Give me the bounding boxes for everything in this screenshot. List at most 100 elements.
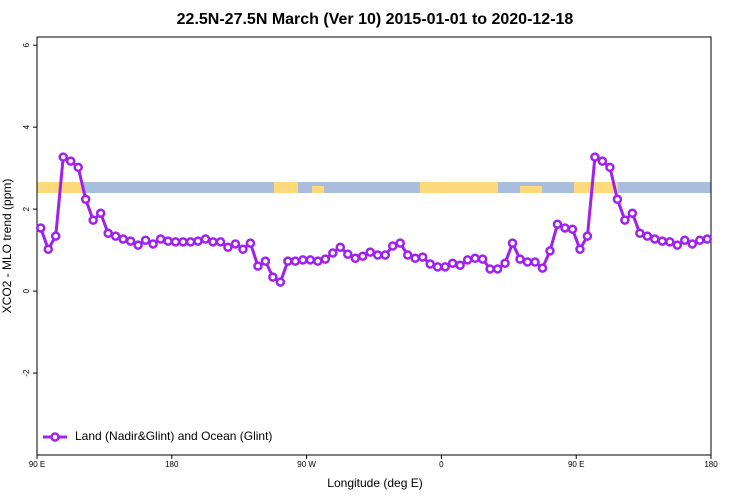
data-point [567,224,578,234]
data-point [253,261,263,271]
data-point [552,219,563,230]
x-axis-label: Longitude (deg E) [327,476,422,490]
data-point [73,162,83,173]
data-point [260,256,271,266]
data-point [215,237,226,247]
data-point [65,156,76,166]
data-point [477,254,488,264]
data-point [440,262,450,272]
y-tick-label: -2 [22,369,31,377]
data-point [387,241,398,251]
land-strip [520,186,542,193]
data-point [170,237,181,247]
data-point [582,231,593,241]
data-point [230,239,241,249]
data-point [605,162,615,173]
data-point [597,156,608,166]
data-point [335,242,346,252]
x-tick-label: 180 [165,460,179,469]
data-point [702,234,713,244]
x-tick-label: 0 [439,460,444,469]
data-point [500,258,510,268]
data-point [118,234,128,244]
data-point [642,231,653,241]
data-point [223,242,233,252]
data-point [275,277,286,287]
data-point [432,262,443,272]
data-point [148,239,158,249]
data-point [365,247,376,257]
data-point [635,228,645,239]
land-strip [574,182,618,193]
data-point [410,253,420,264]
data-point [612,194,623,205]
data-point [110,231,121,241]
data-point [358,251,368,261]
data-point [672,240,683,250]
data-point [462,255,473,265]
data-point [125,236,136,246]
data-point [372,250,383,260]
data-point [343,249,353,259]
ocean-strip [37,182,711,193]
data-point [650,234,660,244]
data-point [320,254,331,264]
data-point [245,238,256,248]
data-point [560,223,570,233]
data-point [268,272,278,282]
data-point [530,257,540,267]
data-point [328,248,338,258]
data-point [620,215,630,225]
y-tick-label: 6 [22,42,31,47]
data-point [155,234,166,244]
data-point [492,264,503,274]
data-point [402,250,413,260]
data-point [455,260,465,271]
y-axis-label: XCO2 - MLO trend (ppm) [0,179,14,314]
legend-marker [50,432,60,442]
data-point [50,231,61,241]
data-point [395,238,405,248]
data-point [35,223,46,233]
data-point [80,194,91,205]
data-point [238,244,248,255]
data-point [290,256,301,266]
data-point [425,259,435,269]
x-tick-label: 90 E [29,460,45,469]
data-point [350,253,361,264]
data-point [695,235,705,246]
data-point [680,235,690,246]
data-point [545,246,555,256]
legend-label: Land (Nadir&Glint) and Ocean (Glint) [75,429,272,443]
data-point [417,252,428,262]
data-point [665,237,675,247]
y-tick-label: 2 [22,206,31,211]
data-point [95,208,106,218]
data-point [380,250,390,260]
land-strip [312,186,324,193]
data-point [193,236,203,246]
x-tick-label: 90 W [297,460,316,469]
data-point [88,215,98,225]
map-strip [37,182,711,193]
data-point [590,152,600,162]
data-point [627,208,638,218]
land-strip [274,182,298,193]
data-point [522,257,533,267]
data-point [515,254,525,264]
plot-frame [36,36,712,456]
data-point [657,236,668,246]
data-point [537,263,548,273]
y-tick-label: 0 [22,288,31,293]
data-point [687,239,698,249]
data-point [313,256,323,266]
data-point [470,253,480,264]
y-tick-label: 4 [22,124,31,129]
data-point [140,235,151,246]
data-point [133,240,143,250]
data-point [163,236,173,246]
data-point [43,244,53,255]
series-line [39,154,708,285]
x-tick-label: 90 E [568,460,584,469]
